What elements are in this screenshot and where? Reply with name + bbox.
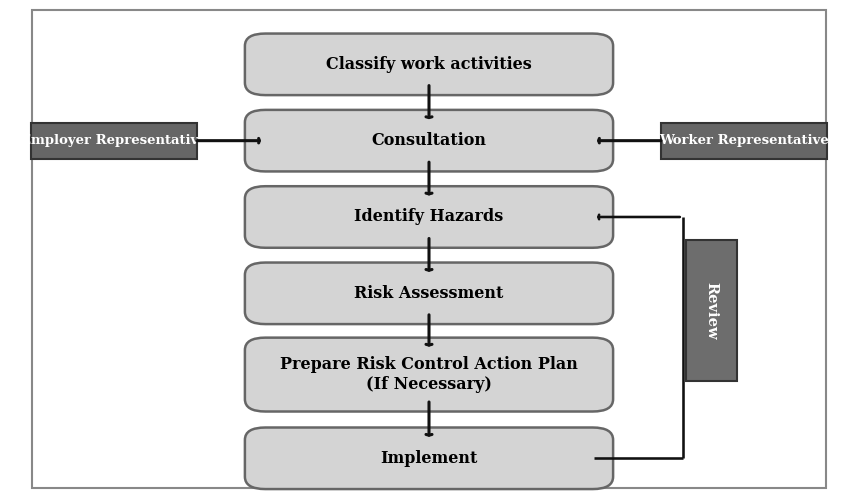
FancyBboxPatch shape (245, 33, 613, 95)
FancyBboxPatch shape (32, 10, 826, 488)
FancyBboxPatch shape (245, 186, 613, 248)
Text: Classify work activities: Classify work activities (326, 56, 532, 73)
Text: Worker Representative: Worker Representative (659, 134, 829, 147)
FancyBboxPatch shape (31, 123, 197, 159)
FancyBboxPatch shape (245, 262, 613, 324)
FancyBboxPatch shape (685, 240, 737, 381)
Text: Identify Hazards: Identify Hazards (354, 209, 503, 226)
Text: Employer Representative: Employer Representative (21, 134, 207, 147)
FancyBboxPatch shape (245, 338, 613, 411)
FancyBboxPatch shape (245, 427, 613, 489)
Text: Review: Review (705, 282, 718, 339)
FancyBboxPatch shape (245, 110, 613, 171)
Text: Risk Assessment: Risk Assessment (354, 285, 504, 302)
FancyBboxPatch shape (661, 123, 827, 159)
Text: Prepare Risk Control Action Plan
(If Necessary): Prepare Risk Control Action Plan (If Nec… (280, 356, 578, 393)
Text: Consultation: Consultation (371, 132, 486, 149)
Text: Implement: Implement (380, 450, 478, 467)
